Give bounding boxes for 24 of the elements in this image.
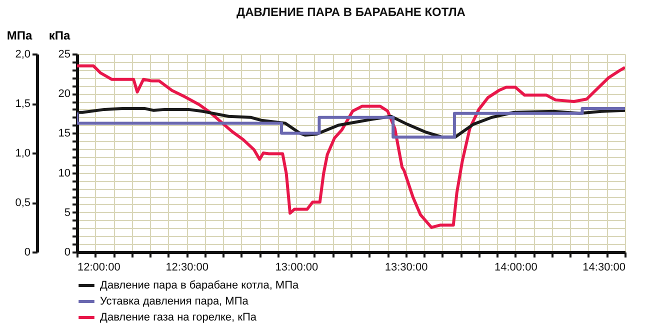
y2-tick-label: 0 xyxy=(24,246,30,258)
x-tick-label: 14:30:00 xyxy=(582,262,626,274)
y-tick-label: 5 xyxy=(64,206,70,219)
x-tick-label: 12:30:00 xyxy=(166,262,209,274)
y2-tick-label: 1,5 xyxy=(15,98,30,110)
legend-label: Давление газа на горелке, кПа xyxy=(100,312,258,324)
legend-label: Давление пара в барабане котла, МПа xyxy=(100,280,300,292)
x-tick-label: 13:00:00 xyxy=(275,262,318,274)
legend-label: Уставка давления пара, МПа xyxy=(100,296,250,308)
y2-tick-label: 1,0 xyxy=(15,148,30,160)
y-tick-label: 15 xyxy=(58,128,70,140)
line-series xyxy=(77,64,625,229)
x-tick-label: 13:30:00 xyxy=(384,262,428,274)
y-axis-title: кПа xyxy=(48,28,70,42)
y2-tick-label: 2,0 xyxy=(15,48,30,60)
y-tick-label: 20 xyxy=(58,88,70,100)
x-tick-label: 12:00:00 xyxy=(78,262,120,274)
y-tick-label: 10 xyxy=(58,167,70,180)
chart-title: ДАВЛЕНИЕ ПАРА В БАРАБАНЕ КОТЛА xyxy=(236,5,466,19)
y-tick-label: 25 xyxy=(58,48,70,60)
y2-tick-label: 0,5 xyxy=(15,197,30,209)
y-tick-label: 0 xyxy=(64,246,70,258)
y2-axis-title: МПа xyxy=(6,28,32,42)
x-tick-label: 14:00:00 xyxy=(494,262,538,274)
